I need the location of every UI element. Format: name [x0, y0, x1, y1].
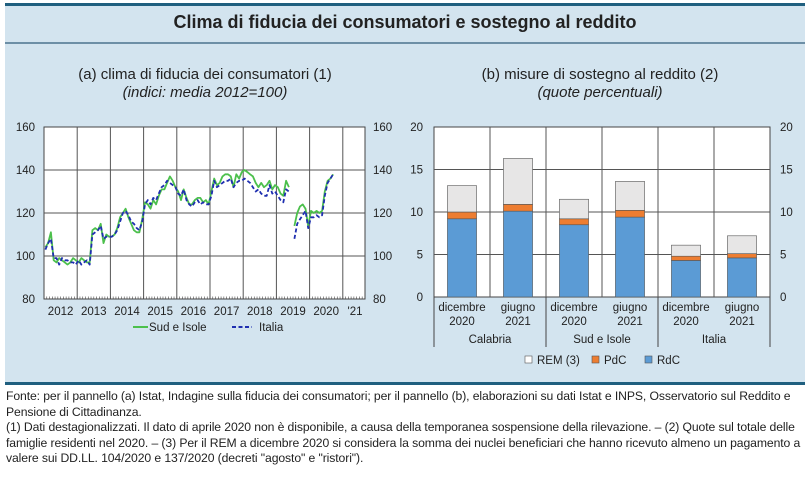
- bar-rdc: [727, 257, 757, 298]
- bar-rdc: [559, 224, 589, 298]
- bar-pdc: [615, 210, 645, 218]
- panel-b-title: (b) misure di sostegno al reddito (2): [481, 66, 719, 83]
- y-tick-label-right: 5: [780, 250, 786, 262]
- y-tick-label-right: 20: [780, 122, 793, 134]
- x-tick-label: 2021: [729, 316, 755, 328]
- legend-label: PdC: [604, 355, 626, 367]
- x-tick-label: giugno: [501, 302, 536, 314]
- y-tick-label-right: 80: [373, 294, 386, 306]
- x-tick-label: 2020: [313, 306, 339, 318]
- y-tick-label-right: 140: [373, 165, 392, 177]
- y-tick-label-left: 5: [417, 250, 423, 262]
- bar-rem: [559, 198, 589, 220]
- y-tick-label-left: 15: [410, 165, 423, 177]
- bar-pdc: [447, 211, 477, 220]
- y-tick-label-left: 0: [417, 292, 423, 304]
- x-tick-label: dicembre: [662, 302, 709, 314]
- panel-b-heading: (b) misure di sostegno al reddito (2) (q…: [430, 66, 770, 102]
- bar-rem: [503, 158, 533, 205]
- legend-swatch: [644, 355, 653, 364]
- series-line-italia: [44, 173, 334, 266]
- group-label: Calabria: [469, 334, 512, 346]
- bottom-rule: [5, 382, 805, 385]
- panel-a-subtitle: (indici: media 2012=100): [122, 84, 288, 101]
- title-bar: Clima di fiducia dei consumatori e soste…: [5, 6, 805, 44]
- x-tick-label: giugno: [725, 302, 760, 314]
- y-tick-label-right: 0: [780, 292, 786, 304]
- x-tick-label: 2017: [214, 306, 240, 318]
- x-tick-label: 2019: [280, 306, 306, 318]
- notes: Fonte: per il pannello (a) Istat, Indagi…: [6, 389, 806, 467]
- bar-rem: [447, 185, 477, 213]
- legend-label: REM (3): [537, 355, 580, 367]
- bar-rdc: [503, 210, 533, 298]
- x-tick-label: 2021: [505, 316, 531, 328]
- y-tick-label-left: 10: [410, 207, 423, 219]
- legend-swatch: [591, 355, 600, 364]
- bar-rdc: [671, 260, 701, 298]
- y-tick-label-left: 140: [16, 165, 35, 177]
- bar-rem: [727, 235, 757, 254]
- panel-a-title: (a) clima di fiducia dei consumatori (1): [78, 66, 332, 83]
- bar-rem: [671, 244, 701, 257]
- source-note: Fonte: per il pannello (a) Istat, Indagi…: [6, 389, 791, 419]
- bar-rdc: [615, 216, 645, 298]
- x-tick-label: 2015: [147, 306, 173, 318]
- x-tick-label: 2018: [247, 306, 273, 318]
- y-tick-label-right: 160: [373, 122, 392, 134]
- x-tick-label: dicembre: [438, 302, 485, 314]
- y-tick-label-left: 120: [16, 208, 35, 220]
- x-tick-label: dicembre: [550, 302, 597, 314]
- x-tick-label: 2013: [81, 306, 107, 318]
- y-tick-label-left: 80: [22, 294, 35, 306]
- y-tick-label-right: 10: [780, 207, 793, 219]
- x-tick-label: 2021: [617, 316, 643, 328]
- bar-pdc: [559, 218, 589, 226]
- y-tick-label-left: 100: [16, 251, 35, 263]
- legend-label-italia: Italia: [259, 322, 284, 334]
- y-tick-label-left: 20: [410, 122, 423, 134]
- bar-pdc: [671, 255, 701, 261]
- x-tick-label: 2014: [114, 306, 140, 318]
- legend-swatch: [524, 355, 533, 364]
- x-tick-label: 2012: [48, 306, 74, 318]
- x-tick-label: 2020: [561, 316, 587, 328]
- legend-label: RdC: [657, 355, 680, 367]
- y-tick-label-left: 160: [16, 122, 35, 134]
- panel-a-heading: (a) clima di fiducia dei consumatori (1)…: [35, 66, 375, 102]
- x-tick-label: giugno: [613, 302, 648, 314]
- footnotes: (1) Dati destagionalizzati. Il dato di a…: [6, 420, 801, 465]
- x-tick-label: '21: [348, 306, 363, 318]
- bar-rdc: [447, 218, 477, 298]
- bar-rem: [615, 181, 645, 211]
- bar-pdc: [727, 253, 757, 259]
- x-tick-label: 2020: [673, 316, 699, 328]
- x-tick-label: 2020: [449, 316, 475, 328]
- legend-label-sud-e-isole: Sud e Isole: [149, 322, 207, 334]
- y-tick-label-right: 15: [780, 165, 793, 177]
- panel-b-subtitle: (quote percentuali): [537, 84, 663, 101]
- x-tick-label: 2016: [181, 306, 207, 318]
- group-label: Sud e Isole: [573, 334, 631, 346]
- bar-pdc: [503, 204, 533, 212]
- group-label: Italia: [702, 334, 727, 346]
- y-tick-label-right: 120: [373, 208, 392, 220]
- figure-title: Clima di fiducia dei consumatori e soste…: [173, 12, 637, 32]
- y-tick-label-right: 100: [373, 251, 392, 263]
